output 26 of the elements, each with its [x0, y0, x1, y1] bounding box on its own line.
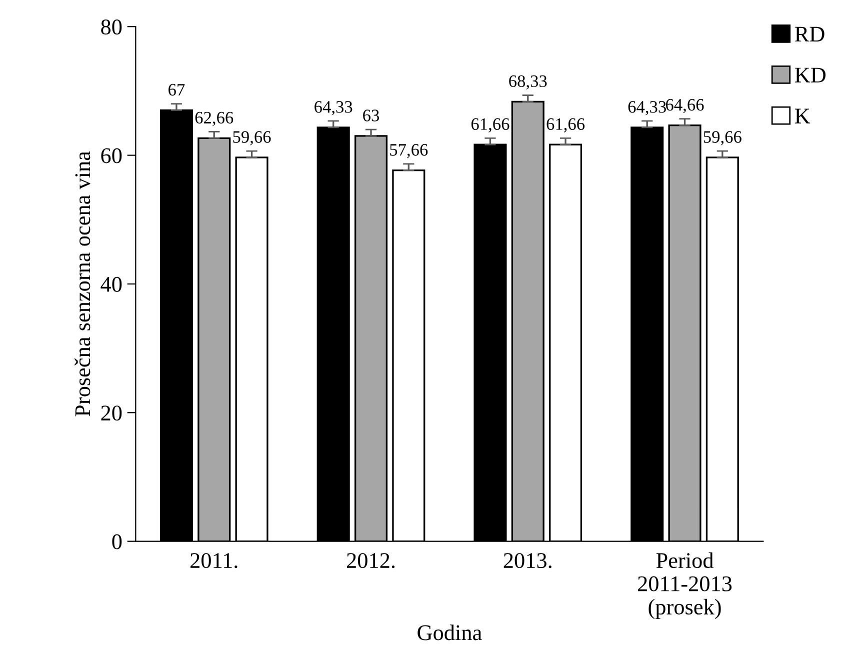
data-label: 64,66 [666, 98, 704, 114]
data-label: 64,33 [314, 101, 352, 116]
x-tick-label: Period 2011-2013 (prosek) [638, 552, 732, 620]
y-tick-label: 20 [101, 406, 122, 421]
data-label: 61,66 [471, 118, 510, 132]
x-tick-label: 2012. [346, 553, 395, 568]
data-label: 57,66 [390, 144, 428, 158]
legend-label: K [794, 108, 810, 124]
data-label: 59,66 [704, 131, 742, 146]
data-label: 64,33 [628, 101, 666, 116]
y-tick-label: 40 [100, 276, 122, 292]
y-axis-title: Prosečna senzorna ocena vina [74, 151, 90, 416]
data-label: 68,33 [509, 75, 547, 90]
y-tick-label: 80 [101, 20, 122, 35]
y-tick-label: 60 [101, 148, 122, 164]
x-tick-label: 2011. [190, 553, 238, 568]
y-tick-label: 0 [112, 534, 122, 550]
data-label: 63 [363, 110, 379, 122]
legend-label: RD [794, 26, 824, 42]
data-label: 61,66 [546, 118, 585, 132]
legend-label: KD [794, 68, 826, 82]
x-axis-title: Godina [418, 624, 482, 640]
data-label: 67 [168, 84, 185, 96]
x-tick-label: 2013. [504, 553, 552, 568]
data-label: 59,66 [233, 131, 271, 146]
data-label: 62,66 [195, 112, 234, 126]
